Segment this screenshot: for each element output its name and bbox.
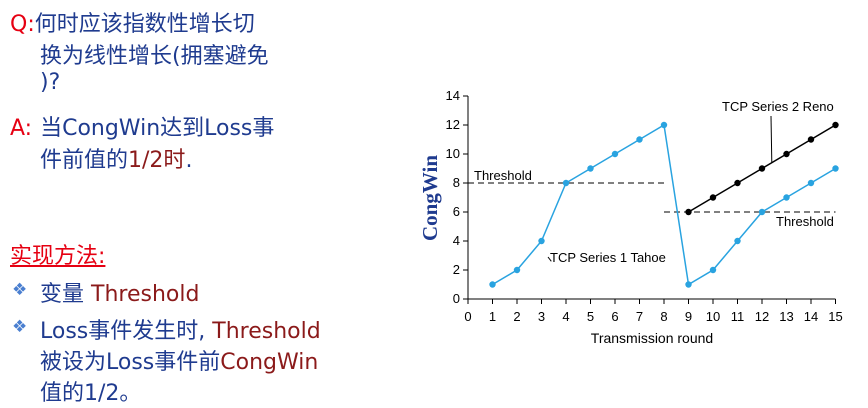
x-tick-label: 14 bbox=[804, 309, 818, 324]
bullet-1-highlight: Threshold bbox=[91, 282, 200, 307]
x-tick-label: 6 bbox=[611, 309, 618, 324]
x-tick-label: 0 bbox=[464, 309, 471, 324]
data-point-reno bbox=[758, 165, 766, 172]
y-tick-label: 8 bbox=[453, 175, 460, 190]
y-tick-label: 14 bbox=[446, 88, 460, 103]
data-point-tahoe bbox=[685, 281, 692, 288]
data-point-reno bbox=[709, 194, 717, 201]
data-point-tahoe bbox=[660, 121, 668, 129]
y-tick-label: 10 bbox=[446, 146, 460, 161]
x-tick-label: 4 bbox=[562, 309, 569, 324]
x-tick-label: 2 bbox=[513, 309, 520, 324]
answer-text-1: 当CongWin达到Loss事 bbox=[40, 116, 275, 141]
answer-suffix: . bbox=[185, 148, 193, 173]
legend-label-reno: TCP Series 2 Reno bbox=[722, 99, 834, 114]
x-tick-label: 13 bbox=[779, 309, 793, 324]
x-tick-label: 5 bbox=[587, 309, 594, 324]
question-line-2: 换为线性增长(拥塞避免 bbox=[40, 44, 269, 69]
question-label: Q: bbox=[10, 12, 35, 37]
data-point-tahoe bbox=[611, 150, 619, 158]
x-axis-label: Transmission round bbox=[591, 330, 713, 346]
y-tick-label: 0 bbox=[453, 291, 460, 306]
x-tick-label: 12 bbox=[755, 309, 769, 324]
data-point-tahoe bbox=[832, 165, 839, 172]
threshold-label-1: Threshold bbox=[474, 168, 532, 183]
answer-highlight: 1/2时 bbox=[128, 148, 186, 173]
data-point-tahoe bbox=[734, 237, 741, 245]
implementation-title: 实现方法: bbox=[10, 244, 106, 269]
legend-label-tahoe: TCP Series 1 Tahoe bbox=[550, 250, 666, 265]
answer-line-2: 件前值的1/2时. bbox=[40, 142, 192, 174]
bullet-2-line-2-highlight: CongWin bbox=[220, 350, 319, 375]
data-point-tahoe bbox=[709, 266, 717, 274]
data-point-reno bbox=[832, 121, 839, 129]
bullet-2-line-2: 被设为Loss事件前CongWin bbox=[40, 344, 318, 376]
data-point-tahoe bbox=[807, 179, 815, 187]
bullet-2-line-1: Loss事件发生时, Threshold bbox=[40, 313, 321, 345]
tahoe-label-leader bbox=[547, 256, 552, 262]
x-tick-label: 7 bbox=[636, 309, 643, 324]
bullet-1: 变量 Threshold bbox=[40, 276, 199, 308]
y-tick-label: 6 bbox=[453, 204, 460, 219]
question-text-1: 何时应该指数性增长切 bbox=[34, 12, 255, 37]
bullet-2-line-3: 值的1/2。 bbox=[40, 381, 142, 406]
chart-series bbox=[489, 115, 839, 288]
data-point-tahoe bbox=[636, 136, 643, 143]
y-tick-label: 2 bbox=[453, 262, 460, 277]
data-point-reno bbox=[685, 208, 692, 216]
answer-line-1: A: 当CongWin达到Loss事 bbox=[10, 110, 274, 142]
question-line-1: Q:何时应该指数性增长切 bbox=[10, 6, 255, 38]
data-point-tahoe bbox=[783, 194, 790, 201]
x-tick-label: 15 bbox=[828, 309, 842, 324]
bullet-2-highlight: Threshold bbox=[212, 319, 321, 344]
y-axis-label: CongWin bbox=[418, 155, 442, 241]
threshold-label-2: Threshold bbox=[776, 214, 834, 229]
x-tick-label: 11 bbox=[731, 309, 745, 324]
diamond-bullet-icon: ❖ bbox=[12, 317, 28, 337]
y-tick-label: 12 bbox=[446, 117, 460, 132]
x-tick-label: 8 bbox=[660, 309, 667, 324]
y-tick-label: 4 bbox=[453, 233, 460, 248]
reno-label-leader bbox=[770, 115, 773, 163]
question-line-3: )? bbox=[40, 70, 61, 95]
data-point-reno bbox=[807, 136, 815, 143]
data-point-reno bbox=[734, 179, 741, 187]
diamond-bullet-icon: ❖ bbox=[12, 280, 28, 300]
x-tick-label: 3 bbox=[538, 309, 545, 324]
data-point-tahoe bbox=[489, 281, 496, 288]
answer-text-2: 件前值的 bbox=[40, 148, 129, 173]
data-point-tahoe bbox=[587, 165, 594, 172]
bullet-2-line-2-prefix: 被设为Loss事件前 bbox=[40, 350, 221, 375]
data-point-reno bbox=[783, 150, 790, 158]
bullet-2-prefix: Loss事件发生时, bbox=[40, 319, 213, 344]
data-point-tahoe bbox=[538, 237, 545, 245]
data-point-tahoe bbox=[562, 179, 570, 187]
x-tick-label: 1 bbox=[489, 309, 496, 324]
threshold-lines bbox=[468, 182, 836, 213]
x-tick-label: 10 bbox=[706, 309, 720, 324]
answer-label: A: bbox=[10, 116, 33, 141]
data-point-tahoe bbox=[513, 266, 521, 274]
x-tick-label: 9 bbox=[685, 309, 692, 324]
bullet-1-prefix: 变量 bbox=[40, 282, 91, 307]
data-point-tahoe bbox=[758, 208, 766, 216]
